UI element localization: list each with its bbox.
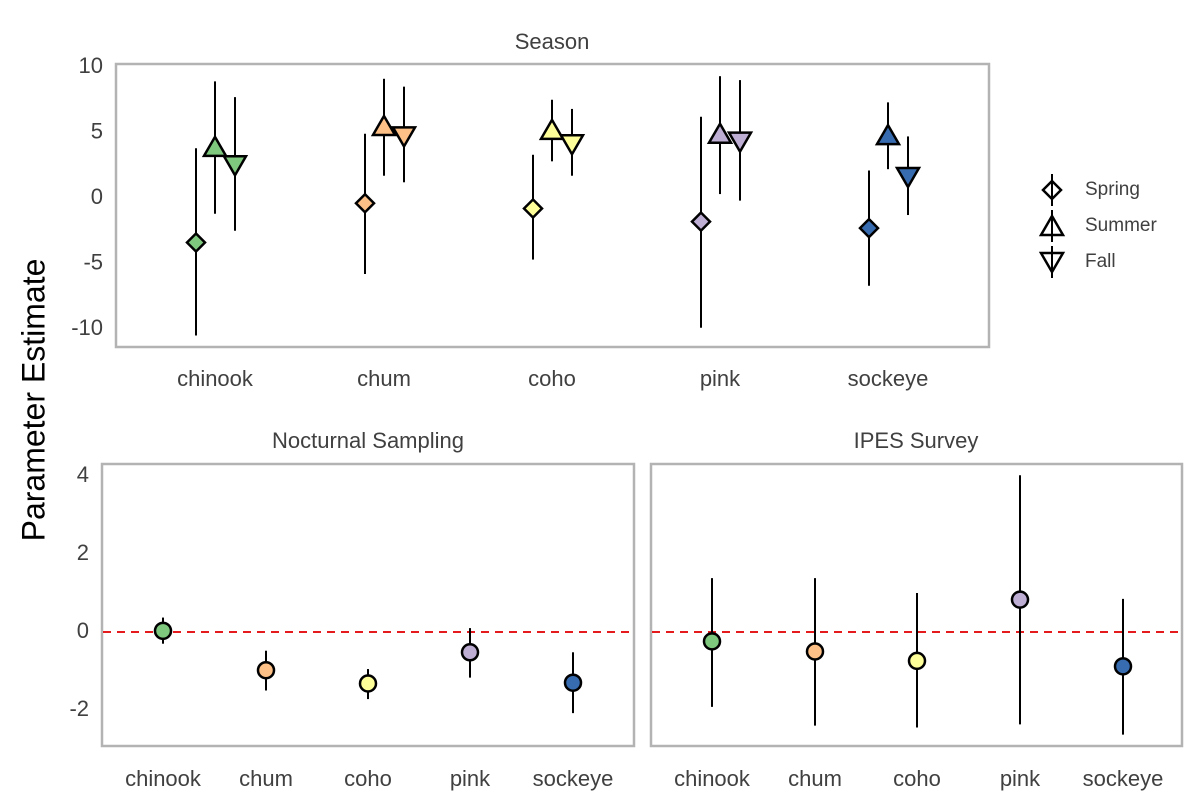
point-summer-chinook	[201, 134, 229, 158]
y-tick-label: -10	[71, 315, 103, 340]
x-tick-label: chinook	[177, 366, 254, 391]
nocturnal-panel: Nocturnal Sampling 4 2 0 -2 chinook chum coho…	[69, 428, 636, 791]
legend-label: Fall	[1085, 251, 1116, 272]
point-chum	[805, 642, 825, 661]
point-sockeye	[563, 673, 583, 692]
season-panel-title: Season	[515, 29, 590, 54]
y-tick-label: 5	[91, 118, 103, 143]
x-tick-label: pink	[1000, 766, 1041, 791]
point-fall-coho	[558, 134, 586, 157]
season-y-ticks: 10 5 0 -5 -10	[71, 53, 103, 340]
y-tick-label: -5	[83, 249, 103, 274]
y-tick-label: 10	[79, 53, 103, 78]
ipes-panel-frame	[649, 462, 1184, 748]
x-tick-label: chum	[357, 366, 411, 391]
ipes-x-ticks: chinook chum coho pink sockeye	[674, 766, 1163, 791]
point-coho	[358, 674, 378, 693]
season-panel: Season 10 5 0 -5 -10 chinook chum coho pink sock…	[71, 29, 991, 391]
season-panel-frame	[114, 62, 991, 349]
season-marks	[185, 76, 922, 336]
point-chinook	[702, 632, 722, 651]
ipes-panel: IPES Survey chinook chum coho pink sockeye	[649, 428, 1184, 791]
nocturnal-x-ticks: chinook chum coho pink sockeye	[125, 766, 613, 791]
x-tick-label: pink	[450, 766, 491, 791]
ipes-panel-title: IPES Survey	[854, 428, 979, 453]
point-summer-chum	[370, 113, 398, 137]
legend-key-summer	[1038, 213, 1066, 237]
point-chum	[256, 660, 276, 680]
season-x-ticks: chinook chum coho pink sockeye	[177, 366, 928, 391]
x-tick-label: coho	[893, 766, 941, 791]
legend-key-fall	[1038, 251, 1066, 275]
x-tick-label: coho	[344, 766, 392, 791]
y-axis-label: Parameter Estimate	[15, 259, 51, 542]
y-tick-label: 2	[77, 540, 89, 565]
nocturnal-marks	[103, 617, 633, 714]
point-spring-pink	[690, 210, 712, 233]
x-tick-label: chum	[239, 766, 293, 791]
nocturnal-y-ticks: 4 2 0 -2	[69, 462, 89, 721]
point-spring-chum	[354, 192, 376, 215]
point-coho	[907, 651, 927, 671]
x-tick-label: pink	[700, 366, 741, 391]
point-spring-sockeye	[858, 217, 880, 239]
point-fall-sockeye	[894, 166, 922, 190]
y-tick-label: -2	[69, 696, 89, 721]
nocturnal-panel-title: Nocturnal Sampling	[272, 428, 464, 453]
x-tick-label: sockeye	[848, 366, 929, 391]
y-tick-label: 4	[77, 462, 89, 487]
point-pink	[1010, 590, 1030, 609]
y-tick-label: 0	[77, 618, 89, 643]
point-summer-coho	[538, 117, 566, 141]
point-spring-chinook	[185, 231, 207, 254]
x-tick-label: coho	[528, 366, 576, 391]
point-summer-sockeye	[874, 122, 902, 146]
point-fall-chinook	[221, 155, 249, 178]
point-sockeye	[1113, 657, 1133, 676]
point-summer-pink	[706, 121, 734, 145]
point-pink	[460, 643, 480, 662]
nocturnal-panel-frame	[100, 462, 636, 748]
legend-key-spring	[1041, 179, 1063, 201]
legend-label: Spring	[1085, 179, 1140, 200]
x-tick-label: chinook	[674, 766, 751, 791]
legend-label: Summer	[1085, 215, 1157, 236]
y-tick-label: 0	[91, 184, 103, 209]
point-fall-chum	[390, 126, 418, 149]
x-tick-label: sockeye	[533, 766, 614, 791]
legend: Spring Summer Fall	[1038, 174, 1157, 278]
ipes-marks	[652, 475, 1181, 735]
x-tick-label: chum	[788, 766, 842, 791]
x-tick-label: sockeye	[1083, 766, 1164, 791]
point-chinook	[153, 621, 173, 641]
x-tick-label: chinook	[125, 766, 202, 791]
point-spring-coho	[522, 197, 544, 220]
point-fall-pink	[726, 131, 754, 155]
